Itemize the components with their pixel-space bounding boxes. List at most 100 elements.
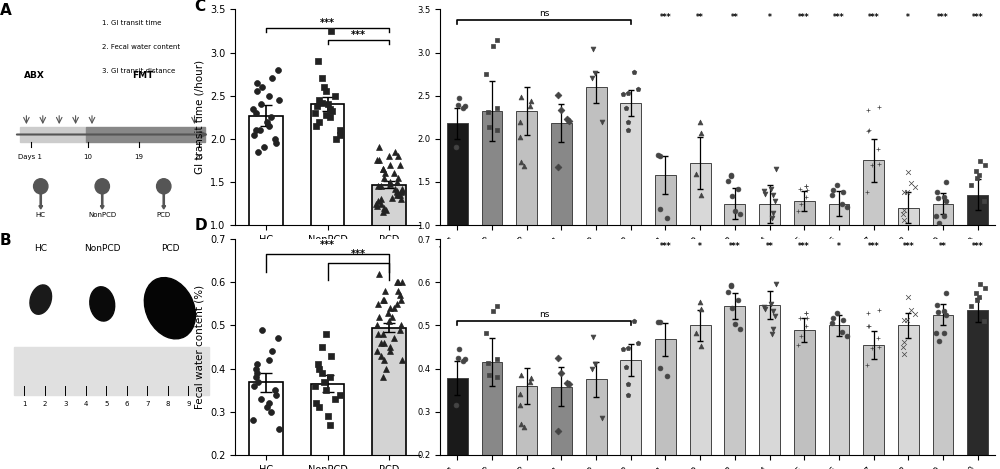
Text: ns: ns	[539, 8, 549, 17]
Text: 19: 19	[135, 154, 144, 160]
Point	[968, 289, 984, 297]
Bar	[690, 163, 711, 311]
Point	[373, 352, 389, 359]
Point	[259, 404, 275, 411]
Point	[390, 152, 406, 160]
Point	[261, 356, 277, 364]
Point	[332, 127, 348, 134]
Bar	[586, 379, 606, 469]
Point	[381, 152, 397, 160]
Point	[896, 339, 912, 346]
Point	[263, 113, 279, 121]
Point	[394, 187, 410, 194]
Point	[896, 317, 912, 324]
Point	[727, 207, 743, 214]
Point	[392, 161, 408, 168]
Point	[936, 329, 952, 337]
Point	[392, 326, 408, 333]
Point	[489, 356, 505, 363]
Point	[799, 315, 815, 322]
Point	[764, 330, 780, 338]
Point	[720, 178, 736, 185]
Point	[764, 214, 780, 222]
Point	[332, 131, 348, 138]
Point	[860, 106, 876, 114]
Point	[834, 200, 850, 208]
Point	[369, 322, 385, 329]
Bar	[516, 111, 537, 311]
Point	[938, 197, 954, 204]
Point	[799, 186, 815, 194]
Point	[375, 208, 391, 216]
Point	[969, 174, 985, 182]
Bar	[724, 204, 745, 311]
Point	[327, 92, 343, 99]
Point	[373, 182, 389, 190]
Point	[389, 279, 405, 286]
Point	[559, 379, 575, 386]
Bar	[863, 160, 884, 311]
Point	[724, 192, 740, 200]
Point	[373, 200, 389, 207]
Point	[323, 352, 339, 359]
Point	[245, 105, 261, 113]
Point	[516, 424, 532, 431]
Point	[630, 340, 646, 347]
Point	[903, 307, 919, 314]
Point	[971, 293, 987, 301]
Text: B: B	[0, 233, 11, 248]
Bar	[794, 330, 815, 469]
Point	[585, 45, 601, 53]
Point	[896, 188, 912, 196]
Point	[513, 158, 529, 166]
Point	[618, 363, 634, 371]
Point	[378, 206, 394, 213]
Point	[390, 174, 406, 182]
Point	[382, 304, 398, 312]
Point	[550, 91, 566, 98]
Point	[756, 188, 772, 195]
Point	[311, 118, 327, 125]
Point	[322, 373, 338, 381]
Point	[907, 310, 923, 318]
Text: ***: ***	[320, 240, 335, 250]
Point	[455, 357, 471, 364]
Point	[790, 341, 806, 349]
Bar	[249, 382, 283, 469]
Point	[972, 157, 988, 165]
Point	[323, 27, 339, 35]
Point	[451, 346, 467, 353]
Bar	[828, 204, 849, 311]
Point	[390, 279, 406, 286]
Point	[250, 148, 266, 156]
Text: 4: 4	[84, 401, 88, 407]
Point	[450, 354, 466, 362]
Point	[585, 333, 601, 340]
Point	[369, 157, 385, 164]
Point	[271, 96, 287, 104]
Point	[860, 128, 876, 135]
Point	[370, 300, 386, 308]
Point	[620, 345, 636, 352]
Point	[382, 180, 398, 188]
Point	[311, 96, 327, 104]
Point	[559, 115, 575, 123]
Y-axis label: Fecal water content (%): Fecal water content (%)	[194, 285, 204, 409]
Point	[936, 193, 952, 201]
Point	[318, 386, 334, 394]
Point	[322, 105, 338, 113]
Point	[895, 211, 911, 218]
Bar	[86, 127, 205, 142]
Point	[489, 104, 505, 111]
Point	[899, 317, 915, 324]
Text: ***: ***	[351, 30, 366, 39]
Text: 10: 10	[83, 154, 92, 160]
Point	[481, 123, 497, 131]
Point	[394, 185, 410, 193]
Point	[256, 144, 272, 151]
Point	[790, 208, 806, 215]
Point	[371, 313, 387, 321]
Point	[963, 303, 979, 310]
Text: PCD: PCD	[161, 243, 179, 252]
Bar	[586, 87, 606, 311]
